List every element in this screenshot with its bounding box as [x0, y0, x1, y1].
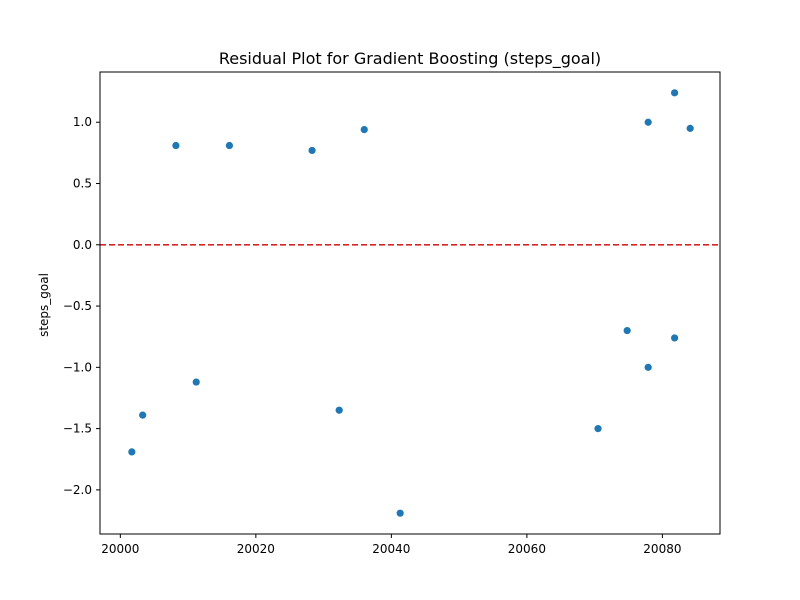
data-point-4: [192, 378, 200, 386]
y-tick-label: −2.0: [63, 483, 92, 497]
x-tick-label: 20080: [643, 542, 681, 556]
data-point-10: [594, 425, 602, 433]
y-tick-label: −0.5: [63, 299, 92, 313]
x-tick-label: 20060: [508, 542, 546, 556]
data-point-2: [139, 411, 147, 419]
data-point-7: [335, 406, 343, 414]
y-tick-label: −1.0: [63, 360, 92, 374]
chart-title: Residual Plot for Gradient Boosting (ste…: [219, 49, 601, 69]
data-point-15: [671, 334, 679, 342]
x-tick-label: 20040: [372, 542, 410, 556]
data-point-6: [308, 146, 316, 155]
y-axis-label: steps_goal: [37, 273, 51, 337]
data-point-16: [686, 124, 694, 132]
plot-area: 20000 20020 20040 20060 20080 1.0 0.5 0.0 −0.5 −1…: [63, 71, 721, 556]
data-point-1: [128, 448, 136, 456]
y-tick-label: 1.0: [73, 115, 92, 129]
x-tick-label: 20000: [101, 542, 139, 556]
data-point-13: [644, 363, 652, 371]
data-point-3: [172, 141, 180, 150]
x-tick-label: 20020: [237, 542, 275, 556]
data-point-8: [360, 125, 368, 134]
y-tick-label: 0.0: [73, 238, 92, 252]
data-point-14: [671, 89, 679, 97]
data-point-9: [396, 509, 404, 517]
y-tick-label: −1.5: [63, 422, 92, 436]
y-tick-label: 0.5: [73, 177, 92, 191]
data-point-11: [623, 326, 631, 335]
data-point-12: [644, 118, 652, 126]
data-point-5: [225, 141, 234, 150]
axes-frame: [99, 71, 721, 535]
